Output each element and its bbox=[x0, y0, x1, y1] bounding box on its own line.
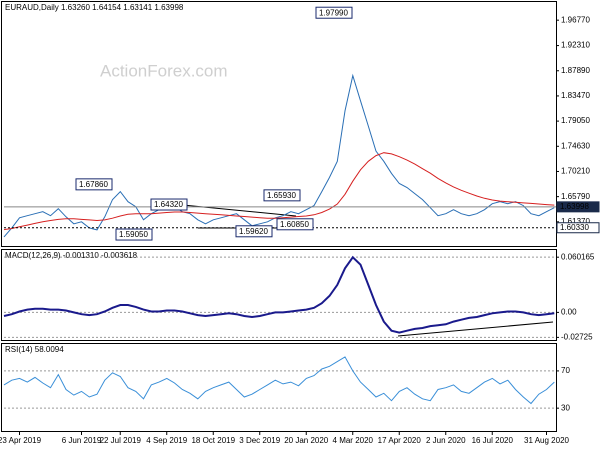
annotation-box bbox=[115, 228, 153, 241]
rsi-panel bbox=[1, 343, 557, 432]
x-tick-label: 4 Mar 2020 bbox=[333, 436, 374, 445]
y-tick-label: 1.92310 bbox=[561, 41, 590, 50]
price-label: 1.60330 bbox=[560, 223, 589, 232]
x-tick-label: 16 Jul 2020 bbox=[472, 436, 514, 445]
x-tick-label: 23 Apr 2019 bbox=[0, 436, 42, 445]
annotation-box bbox=[315, 6, 353, 19]
annotation-label: 1.64320 bbox=[154, 200, 183, 209]
annotation-box bbox=[235, 225, 273, 238]
rsi-title: RSI(14) 58.0094 bbox=[5, 345, 64, 354]
y-tick-label: 1.74630 bbox=[561, 141, 590, 150]
series-line bbox=[3, 356, 555, 405]
price-title: EURAUD,Daily 1.63260 1.64154 1.63141 1.6… bbox=[5, 3, 184, 12]
y-tick-label: 1.87890 bbox=[561, 66, 590, 75]
annotation-box bbox=[75, 178, 113, 191]
price-label-box bbox=[556, 201, 600, 213]
series-line bbox=[3, 152, 555, 231]
y-tick-label: 1.61370 bbox=[561, 217, 590, 226]
x-tick-label: 22 Jul 2019 bbox=[100, 436, 142, 445]
x-tick-label: 6 Jun 2019 bbox=[62, 436, 102, 445]
y-tick-label: 1.70210 bbox=[561, 167, 590, 176]
trend-line bbox=[397, 321, 554, 337]
series-line bbox=[3, 255, 555, 334]
y-tick-label: 0.00 bbox=[561, 307, 577, 316]
y-tick-label: 1.96770 bbox=[561, 15, 590, 24]
annotation-box bbox=[276, 218, 314, 231]
watermark: ActionForex.com bbox=[100, 61, 228, 80]
y-tick-label: 1.83470 bbox=[561, 91, 590, 100]
series-line bbox=[3, 73, 555, 238]
annotation-label: 1.97990 bbox=[319, 8, 348, 17]
annotation-box bbox=[263, 189, 301, 202]
annotation-label: 1.59050 bbox=[119, 230, 148, 239]
y-tick-label: 70 bbox=[561, 366, 570, 375]
macd-panel bbox=[1, 249, 557, 341]
x-tick-label: 3 Dec 2019 bbox=[239, 436, 280, 445]
price-panel bbox=[1, 1, 557, 247]
x-tick-label: 2 Jun 2020 bbox=[426, 436, 466, 445]
x-tick-label: 31 Aug 2020 bbox=[524, 436, 569, 445]
y-tick-label: 1.65790 bbox=[561, 192, 590, 201]
x-tick-label: 18 Oct 2019 bbox=[191, 436, 235, 445]
annotation-label: 1.60850 bbox=[280, 220, 309, 229]
y-tick-label: -0.02725 bbox=[561, 332, 593, 341]
annotation-box bbox=[150, 198, 188, 211]
price-label-box bbox=[556, 222, 600, 234]
x-tick-label: 4 Sep 2019 bbox=[146, 436, 187, 445]
annotation-label: 1.67860 bbox=[79, 180, 108, 189]
x-tick-label: 20 Jan 2020 bbox=[284, 436, 329, 445]
x-tick-label: 17 Apr 2020 bbox=[378, 436, 422, 445]
price-label: 1.63998 bbox=[560, 202, 589, 211]
y-tick-label: 30 bbox=[561, 403, 570, 412]
annotation-label: 1.59620 bbox=[239, 227, 268, 236]
macd-title: MACD(12,26,9) -0.001310 -0.003618 bbox=[5, 251, 138, 260]
annotation-label: 1.65930 bbox=[267, 191, 296, 200]
y-tick-label: 0.060165 bbox=[561, 252, 595, 261]
y-tick-label: 1.79050 bbox=[561, 116, 590, 125]
